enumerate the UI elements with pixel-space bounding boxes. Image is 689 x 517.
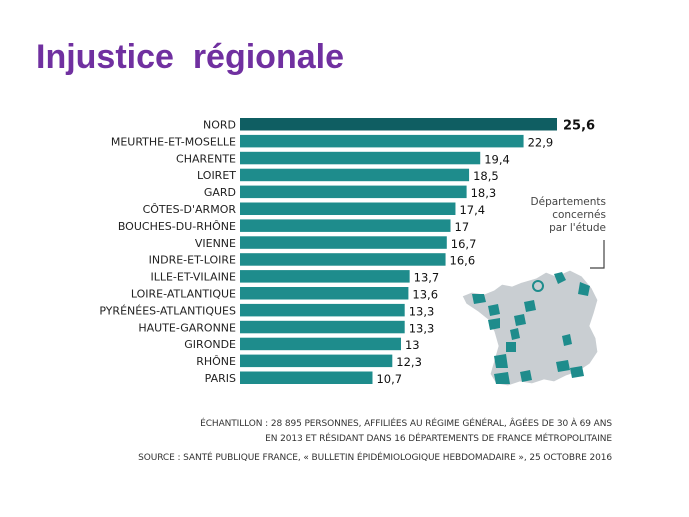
bar [240,236,447,249]
category-label: GARD [204,186,236,199]
dept-ille-et-vilaine [488,304,500,316]
category-label: ILLE-ET-VILAINE [150,271,236,284]
category-label: PARIS [205,372,236,385]
slide-title: Injustice régionale [36,38,344,76]
bar [240,253,446,266]
france-map [461,240,605,387]
bar [240,151,481,165]
dept-gironde [494,354,508,368]
dept-vienne [510,328,520,340]
category-label: CHARENTE [176,152,236,165]
map-caption-line-3: par l'étude [549,222,606,234]
dept-pyrenees-atlantiques [494,372,510,384]
dept-gard [556,360,570,372]
value-label: 10,7 [376,372,402,386]
bar [240,185,467,199]
category-label: LOIRET [197,169,236,182]
value-label: 19,4 [484,152,510,166]
map-callout-line [590,240,605,269]
value-label: 22,9 [528,135,554,149]
dept-rhone [562,334,572,346]
value-label: 25,6 [563,119,595,134]
bar [240,354,393,368]
value-label: 13,6 [412,288,438,302]
category-label: INDRE-ET-LOIRE [149,254,236,267]
map-caption-line-1: Départements [530,196,606,208]
value-label: 16,6 [450,254,476,268]
category-label: BOUCHES-DU-RHÔNE [118,220,236,233]
sample-note-line-1: ÉCHANTILLON : 28 895 PERSONNES, AFFILIÉE… [200,419,612,429]
value-label: 13,3 [409,304,435,318]
bar [240,337,401,351]
category-label: CÔTES-D'ARMOR [143,203,237,216]
bar [240,270,410,283]
dept-loire-atlantique [488,318,500,330]
bar [240,371,373,384]
category-label: VIENNE [195,237,236,250]
dept-indre-et-loire [514,314,526,326]
dept-bouches-du-rhone [570,366,584,378]
highlighted-departments [472,272,590,384]
value-label: 17 [455,220,470,234]
category-label: NORD [203,119,236,132]
bar [240,202,456,215]
category-label: PYRÉNÉES-ATLANTIQUES [99,304,236,317]
value-label: 18,5 [473,169,499,183]
category-label: HAUTE-GARONNE [138,321,236,334]
value-label: 13,3 [409,321,435,335]
value-label: 18,3 [471,186,497,200]
bar [240,303,405,317]
source-note: SOURCE : SANTÉ PUBLIQUE FRANCE, « BULLET… [138,453,612,463]
dept-loiret [524,300,536,312]
value-label: 12,3 [396,355,422,369]
category-label: GIRONDE [184,338,236,351]
value-label: 13,7 [414,271,440,285]
value-label: 13 [405,338,420,352]
dept-charente [506,342,516,352]
map-caption-line-2: concernés [552,209,606,221]
dept-haute-garonne [520,370,532,382]
bar [240,168,470,182]
map-caption: Départements concernés par l'étude [531,196,606,235]
sample-note-line-2: EN 2013 ET RÉSIDANT DANS 16 DÉPARTEMENTS… [265,434,612,444]
bar [240,219,451,232]
dept-cotes-darmor [472,294,486,304]
value-label: 16,7 [451,237,477,251]
bar [240,287,409,300]
bar-chart: NORD 25,6 MEURTHE-ET-MOSELLE 22,9 CHARENTE 19… [99,118,595,386]
bar [240,118,557,131]
bar [240,134,524,148]
dept-paris [532,280,544,292]
category-label: LOIRE-ATLANTIQUE [131,288,236,301]
category-label: MEURTHE-ET-MOSELLE [111,135,236,148]
bar [240,320,405,334]
category-label: RHÔNE [196,355,236,368]
dept-nord [554,272,566,284]
france-map-panel: Départements concernés par l'étude [458,196,628,392]
dept-meurthe-et-moselle [578,282,590,296]
value-label: 17,4 [459,203,485,217]
